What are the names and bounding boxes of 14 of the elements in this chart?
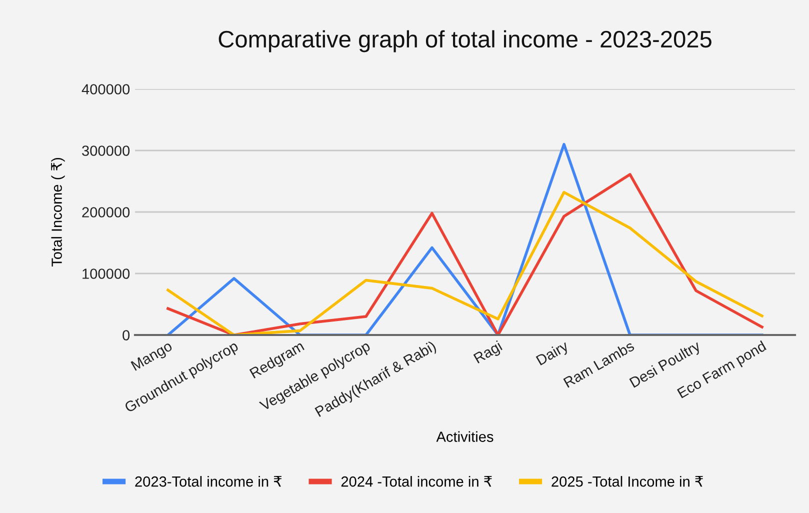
line-series — [166, 142, 764, 335]
legend-label: 2025 -Total Income in ₹ — [552, 476, 703, 487]
y-tick-label: 0 — [122, 330, 130, 340]
legend-label: 2023-Total income in ₹ — [135, 476, 282, 487]
y-tick-label: 300000 — [82, 146, 130, 156]
x-tick-label: Dairy — [536, 340, 571, 368]
y-tick-label: 100000 — [82, 268, 130, 279]
x-axis-title: Activities — [436, 431, 494, 442]
legend-label: 2024 -Total income in ₹ — [341, 476, 492, 487]
y-tick-label: 400000 — [82, 84, 130, 94]
x-tick-label: Ragi — [473, 340, 504, 366]
y-tick-label: 200000 — [82, 207, 130, 218]
chart-title: Comparative graph of total income - 2023-2025 — [218, 30, 712, 52]
y-axis-title: Total Income ( ₹) — [51, 158, 65, 267]
